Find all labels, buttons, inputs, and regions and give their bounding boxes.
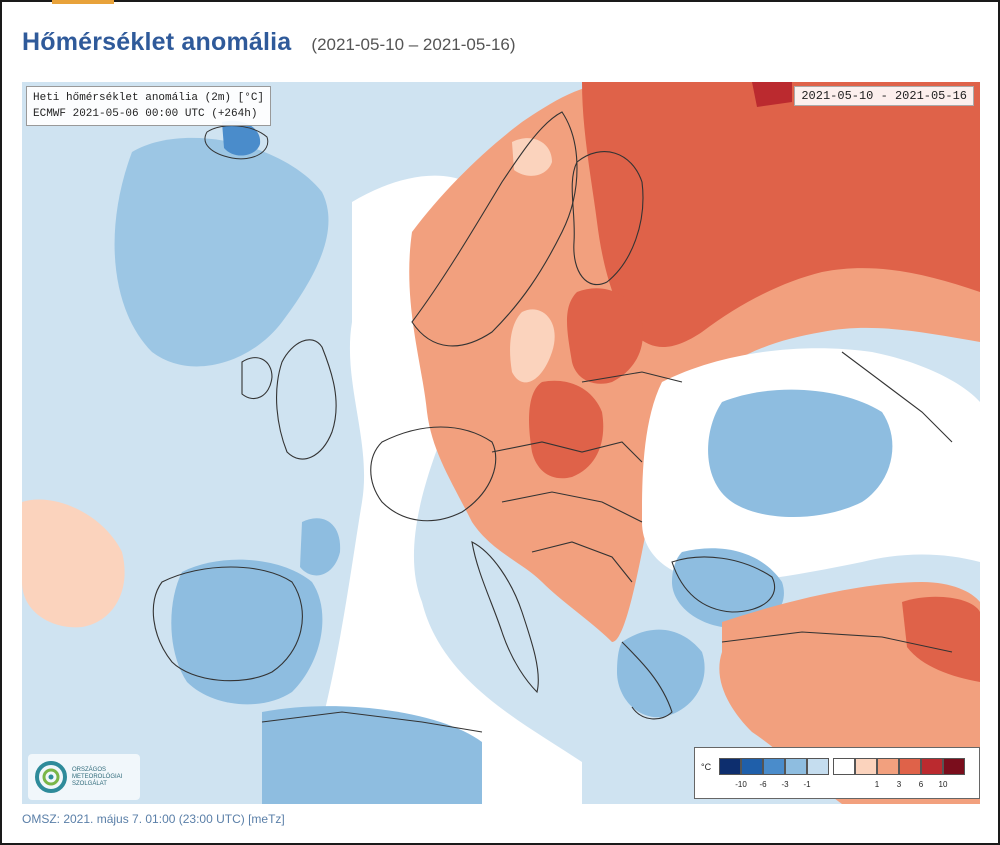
legend-swatch-2 [741, 758, 763, 775]
scandinavia-light-spot [512, 138, 552, 176]
legend-tick: 6 [918, 780, 924, 789]
greece-cold-patch [617, 629, 705, 718]
italy-outline [471, 541, 539, 694]
legend-tick: -10 [735, 780, 747, 789]
legend-unit: °C [701, 762, 712, 772]
info-line-1: Heti hőmérséklet anomália (2m) [°C] [33, 92, 265, 104]
logo-text: Országos Meteorológiai Szolgálat [72, 766, 123, 787]
baltic-border [581, 371, 683, 383]
strong-warm-russia [582, 82, 980, 347]
cold-core-patch [222, 120, 261, 156]
atlantic-cold-patch [114, 137, 329, 367]
balkan-border [531, 541, 633, 583]
page-title: Hőmérséklet anomália [22, 28, 292, 56]
coastlines [152, 111, 953, 733]
iberia-outline [152, 566, 303, 682]
sweden-light-spot [510, 309, 555, 383]
legend-swatch-5 [807, 758, 829, 775]
baltic-warm-patch [567, 288, 643, 384]
france-cold-patch [300, 518, 341, 576]
period-label: (2021-05-10 – 2021-05-16) [311, 35, 516, 54]
france-outline [370, 426, 497, 522]
legend-swatch-10 [921, 758, 943, 775]
legend-tick: -6 [759, 780, 767, 789]
date-badge: 2021-05-10 - 2021-05-16 [794, 86, 974, 106]
omsz-logo: Országos Meteorológiai Szolgálat [28, 754, 140, 800]
legend-tick: -1 [803, 780, 811, 789]
map-info-box: Heti hőmérséklet anomália (2m) [°C] ECMW… [26, 86, 272, 126]
eastern-border [841, 351, 953, 443]
legend-tick: 10 [938, 780, 948, 789]
info-line-2: ECMWF 2021-05-06 00:00 UTC (+264h) [33, 108, 258, 120]
legend-swatch-8 [877, 758, 899, 775]
middle-east-warm-patch [902, 596, 980, 682]
legend-tick: -3 [781, 780, 789, 789]
finland-outline [571, 151, 644, 285]
north-africa-cold-patch [262, 706, 482, 804]
color-legend: °C -10 -6 -3 -1 1 3 6 10 [694, 747, 980, 799]
legend-swatch-6 [833, 758, 855, 775]
eastern-cold-patch [708, 389, 893, 517]
legend-swatch-3 [763, 758, 785, 775]
turkey-border [721, 631, 953, 653]
anomaly-map: Heti hőmérséklet anomália (2m) [°C] ECMW… [22, 82, 980, 804]
legend-tick: 3 [896, 780, 902, 789]
norway-sweden-outline [411, 111, 578, 347]
legend-tick: 1 [874, 780, 880, 789]
black-sea-outline [671, 556, 775, 613]
map-canvas [22, 82, 980, 804]
central-border-2 [501, 491, 643, 523]
poland-warm-patch [529, 380, 604, 479]
legend-swatch-7 [855, 758, 877, 775]
header: Hőmérséklet anomália (2021-05-10 – 2021-… [22, 28, 516, 57]
central-border-1 [491, 441, 643, 463]
legend-swatch-9 [899, 758, 921, 775]
warm-peak-patch [752, 82, 792, 107]
omsz-swirl-icon [35, 761, 67, 793]
atlantic-warm-patch [22, 499, 125, 628]
neutral-zone [322, 175, 582, 804]
legend-swatch-1 [719, 758, 741, 775]
iberia-cold-patch [171, 559, 323, 705]
legend-swatch-4 [785, 758, 807, 775]
legend-swatch-11 [943, 758, 965, 775]
footer-credit: OMSZ: 2021. május 7. 01:00 (23:00 UTC) [… [22, 812, 285, 826]
top-accent-bar [52, 0, 114, 4]
north-africa-coast [261, 711, 483, 733]
greece-outline [621, 641, 673, 720]
great-britain-outline [276, 339, 337, 460]
ireland-outline [241, 357, 273, 399]
